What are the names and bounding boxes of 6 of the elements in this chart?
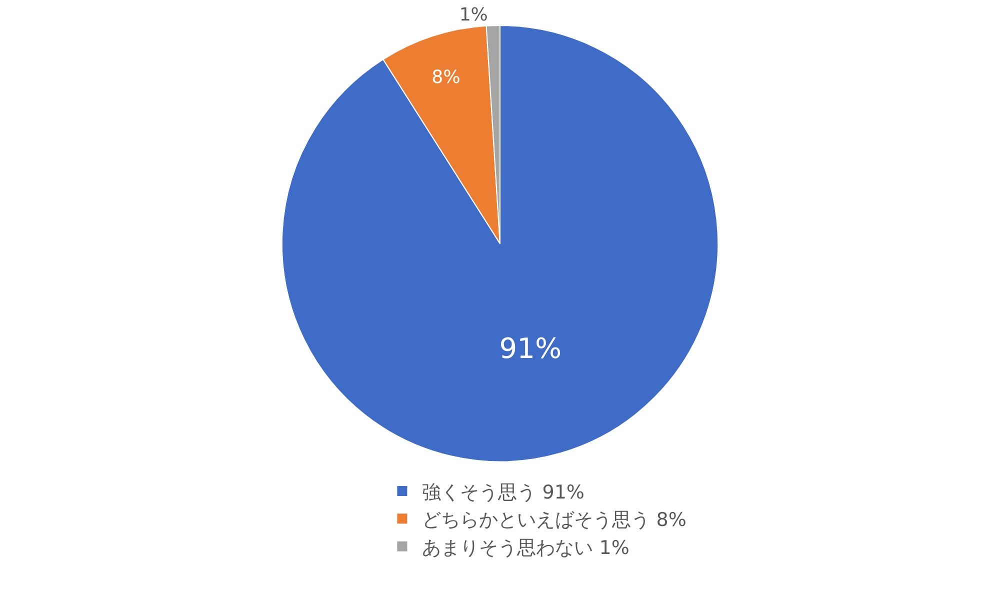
data-label: 1% bbox=[459, 4, 488, 26]
legend-label: どちらかといえばそう思う 8% bbox=[422, 509, 686, 532]
legend-label: あまりそう思わない 1% bbox=[422, 536, 630, 559]
legend-label: 強くそう思う 91% bbox=[422, 481, 584, 504]
data-label: 91% bbox=[499, 332, 562, 365]
data-label: 8% bbox=[432, 66, 460, 88]
